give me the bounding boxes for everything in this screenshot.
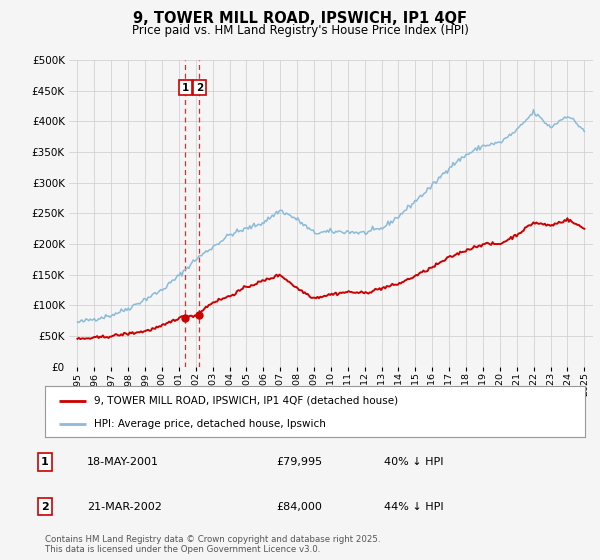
Text: £84,000: £84,000 xyxy=(276,502,322,512)
Text: Price paid vs. HM Land Registry's House Price Index (HPI): Price paid vs. HM Land Registry's House … xyxy=(131,24,469,36)
Text: 1: 1 xyxy=(182,82,189,92)
Text: 40% ↓ HPI: 40% ↓ HPI xyxy=(384,457,443,467)
Text: 2: 2 xyxy=(196,82,203,92)
Text: HPI: Average price, detached house, Ipswich: HPI: Average price, detached house, Ipsw… xyxy=(94,419,325,429)
Text: 18-MAY-2001: 18-MAY-2001 xyxy=(87,457,159,467)
Text: 44% ↓ HPI: 44% ↓ HPI xyxy=(384,502,443,512)
Text: £79,995: £79,995 xyxy=(276,457,322,467)
Text: Contains HM Land Registry data © Crown copyright and database right 2025.
This d: Contains HM Land Registry data © Crown c… xyxy=(45,535,380,554)
Text: 1: 1 xyxy=(41,457,49,467)
Text: 9, TOWER MILL ROAD, IPSWICH, IP1 4QF (detached house): 9, TOWER MILL ROAD, IPSWICH, IP1 4QF (de… xyxy=(94,395,398,405)
Text: 2: 2 xyxy=(41,502,49,512)
Text: 21-MAR-2002: 21-MAR-2002 xyxy=(87,502,162,512)
Text: 9, TOWER MILL ROAD, IPSWICH, IP1 4QF: 9, TOWER MILL ROAD, IPSWICH, IP1 4QF xyxy=(133,11,467,26)
